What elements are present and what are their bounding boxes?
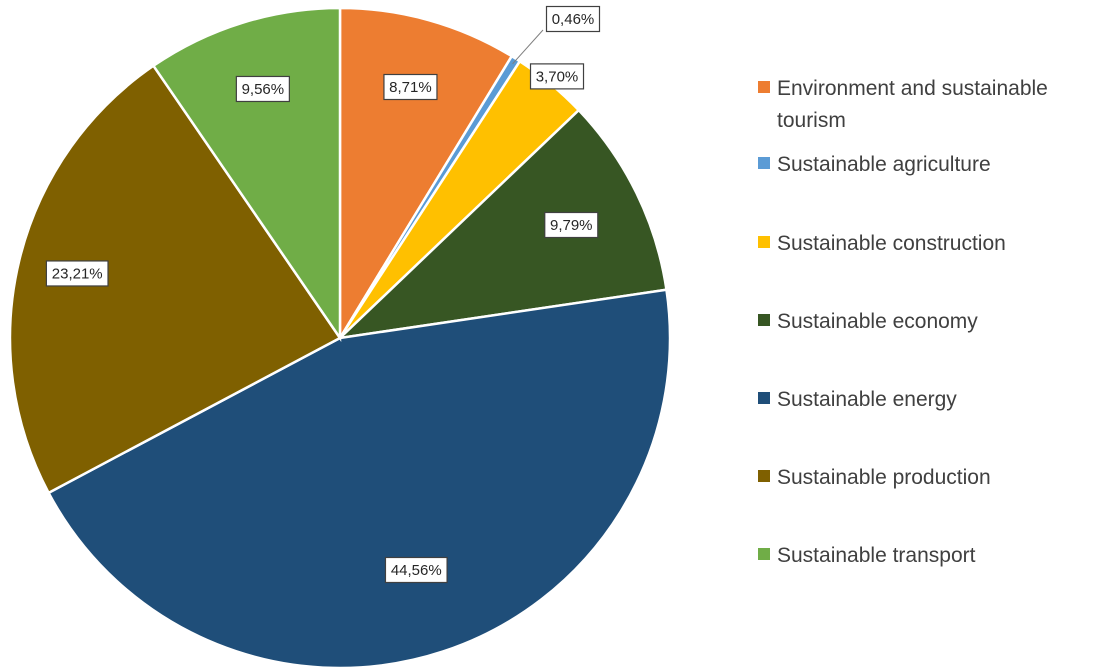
legend: Environment and sustainable tourism Sustai…: [758, 77, 1048, 567]
pie-slice-sustainable-transport: [151, 6, 342, 343]
legend-swatch: [758, 157, 770, 169]
legend-item-sustainable-production: Sustainable production: [758, 466, 991, 489]
legend-swatch: [758, 392, 770, 404]
legend-swatch: [758, 470, 770, 482]
pie-slice-sustainable-production: [8, 64, 342, 495]
legend-label: Sustainable energy: [777, 388, 957, 411]
legend-item-sustainable-energy: Sustainable energy: [758, 388, 957, 411]
data-label-box: [384, 556, 448, 584]
data-label-sustainable-energy: 44,56%: [384, 556, 448, 584]
legend-item-sustainable-construction: Sustainable construction: [758, 232, 1006, 255]
legend-label: Environment and sustainable: [777, 77, 1048, 100]
data-label-sustainable-economy: 9,79%: [544, 211, 599, 239]
data-label-box: [235, 75, 290, 103]
data-label-text: 9,56%: [242, 81, 285, 98]
legend-swatch: [758, 548, 770, 560]
data-label-sustainable-production: 23,21%: [45, 260, 109, 287]
legend-label: Sustainable agriculture: [777, 153, 991, 176]
pie-slices: [8, 6, 672, 669]
data-label-text: 9,79%: [550, 217, 593, 234]
data-label-text: 23,21%: [52, 265, 103, 282]
pie-slice-environment-and-sustainable-tourism: [338, 6, 514, 343]
data-label-box: [544, 211, 599, 239]
legend-item-sustainable-agriculture: Sustainable agriculture: [758, 153, 991, 176]
data-label-sustainable-agriculture: 0,46%: [545, 5, 601, 33]
data-label-sustainable-construction: 3,70%: [529, 63, 585, 90]
legend-swatch: [758, 314, 770, 326]
pie-slice-sustainable-economy: [336, 108, 668, 340]
legend-swatch: [758, 81, 770, 93]
data-label-text: 44,56%: [391, 562, 442, 579]
data-label-text: 8,71%: [389, 79, 432, 96]
data-label-box: [529, 63, 585, 90]
leader-line-sustainable-agriculture: [512, 29, 544, 65]
legend-item-environment-and-sustainable-tourism: Environment and sustainable tourism: [758, 77, 1048, 132]
legend-label: Sustainable economy: [777, 310, 978, 333]
legend-label: Sustainable production: [777, 466, 991, 489]
legend-label: Sustainable construction: [777, 232, 1006, 255]
data-label-box: [45, 260, 109, 287]
legend-swatch: [758, 236, 770, 248]
data-labels: 8,71% 0,46% 3,70% 9,79% 44,56% 23,21% 9,56%: [45, 5, 601, 584]
data-label-box: [383, 73, 438, 101]
data-label-environment-and-sustainable-tourism: 8,71%: [383, 73, 438, 101]
leader-lines: [512, 29, 544, 65]
legend-item-sustainable-economy: Sustainable economy: [758, 310, 978, 333]
data-label-text: 3,70%: [536, 68, 579, 85]
data-label-box: [545, 5, 601, 33]
data-label-text: 0,46%: [552, 11, 595, 28]
legend-label: Sustainable transport: [777, 544, 976, 567]
legend-label: tourism: [777, 109, 846, 132]
data-label-sustainable-transport: 9,56%: [235, 75, 290, 103]
legend-item-sustainable-transport: Sustainable transport: [758, 544, 976, 567]
pie-slice-sustainable-energy: [46, 288, 672, 669]
